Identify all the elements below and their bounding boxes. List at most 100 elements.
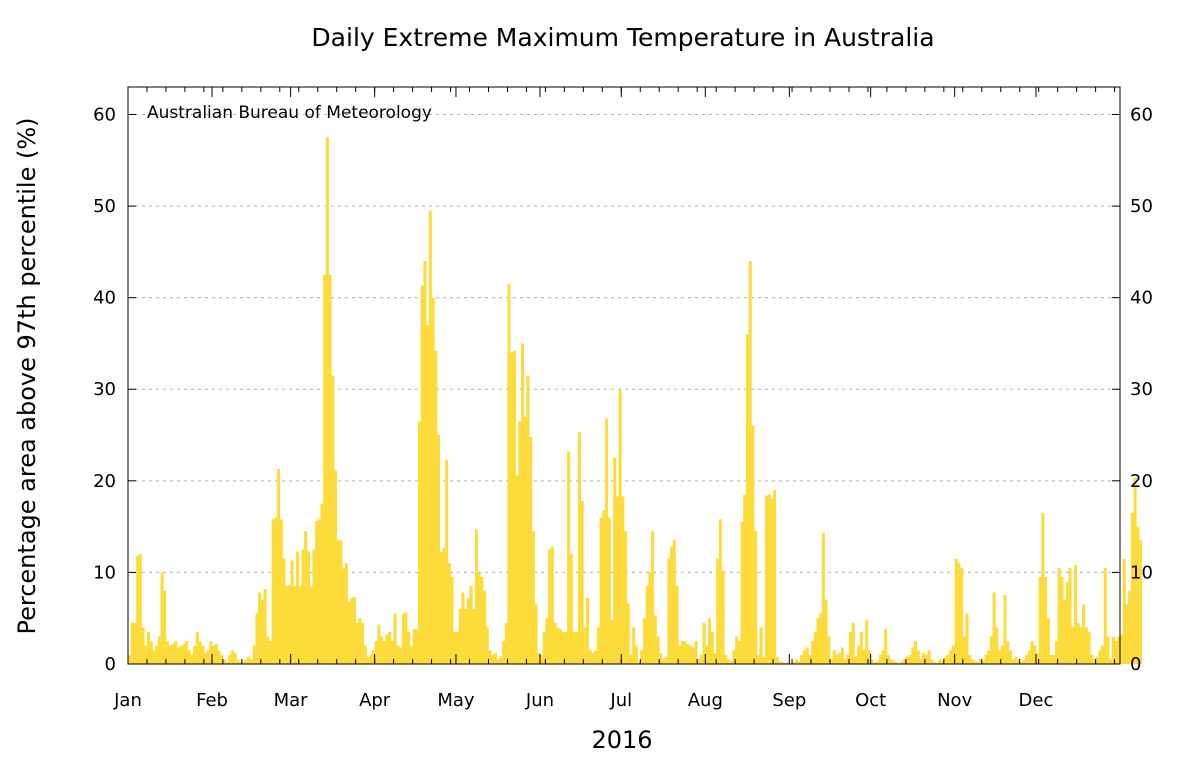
bar: [350, 598, 354, 664]
bar: [496, 659, 500, 664]
bar: [642, 618, 647, 664]
bar: [225, 662, 229, 664]
bar: [580, 500, 584, 664]
y-tick-label-right: 10: [1130, 562, 1153, 583]
bar: [624, 531, 628, 664]
bar: [941, 661, 945, 664]
bar: [800, 654, 804, 664]
bar: [610, 620, 614, 664]
bar: [886, 654, 890, 664]
bar: [130, 622, 134, 664]
bar: [290, 560, 294, 664]
bar: [626, 603, 630, 664]
bar: [976, 662, 980, 664]
bar: [523, 416, 527, 664]
x-tick-label: Jul: [609, 690, 632, 711]
bar: [542, 631, 546, 664]
bar: [344, 563, 348, 664]
bar: [735, 636, 739, 664]
bar: [282, 558, 286, 664]
bar: [594, 650, 598, 664]
bar: [434, 350, 438, 664]
bar: [1057, 567, 1061, 664]
bar: [431, 297, 435, 664]
bar: [174, 641, 178, 664]
bar: [572, 631, 576, 664]
bar: [385, 634, 389, 664]
bar: [450, 576, 454, 664]
bar: [480, 576, 484, 664]
bar: [358, 618, 362, 664]
bar: [404, 612, 408, 664]
bar: [439, 552, 443, 664]
bar: [1092, 659, 1096, 664]
bar: [840, 647, 844, 664]
bar: [1087, 631, 1091, 664]
bar: [317, 519, 321, 664]
bar: [835, 654, 839, 664]
bar: [843, 659, 847, 664]
bar: [423, 261, 427, 664]
bar: [653, 615, 657, 664]
bar: [271, 519, 275, 664]
bar: [534, 604, 538, 664]
bar: [773, 489, 777, 664]
bar: [396, 645, 400, 664]
bar: [553, 622, 557, 664]
bar: [1103, 567, 1107, 664]
bar: [304, 531, 308, 664]
bar: [743, 494, 747, 664]
y-tick-label-left: 30: [93, 379, 116, 400]
y-tick-label-left: 40: [93, 288, 116, 309]
bar: [1117, 636, 1121, 664]
bar: [808, 654, 812, 664]
bar: [230, 650, 235, 664]
bar: [263, 588, 267, 664]
bar: [222, 659, 226, 664]
bar: [829, 659, 834, 664]
bar: [778, 661, 782, 664]
bar: [588, 650, 592, 664]
y-tick-label-right: 40: [1130, 288, 1153, 309]
bar: [702, 622, 706, 664]
bar: [556, 627, 560, 664]
y-tick-label-left: 60: [93, 104, 116, 125]
bar: [485, 627, 489, 664]
bar: [998, 650, 1002, 664]
bar: [336, 540, 340, 664]
bar: [537, 653, 541, 664]
bar: [363, 645, 367, 664]
y-tick-label-right: 60: [1130, 104, 1153, 125]
bar: [697, 659, 701, 664]
bar: [892, 661, 896, 664]
bar: [1044, 576, 1048, 664]
bar: [1041, 512, 1045, 664]
bar: [331, 375, 335, 664]
bar: [767, 494, 771, 664]
bar: [651, 531, 655, 664]
bar: [740, 522, 744, 664]
y-axis-ticks: 0 0 10 10 20 20 30 30 40 40 50 50 60 60: [93, 104, 1153, 675]
bar: [133, 622, 137, 664]
bar: [805, 647, 809, 664]
bar: [239, 662, 243, 664]
bar: [870, 659, 874, 664]
bar: [428, 210, 432, 664]
bar: [680, 641, 684, 664]
bar: [380, 636, 384, 664]
bar: [165, 641, 170, 664]
bar: [260, 599, 264, 664]
bar: [399, 647, 403, 664]
bar: [699, 654, 703, 664]
bar: [539, 654, 544, 664]
x-tick-label: Dec: [1019, 690, 1054, 711]
bar: [550, 546, 554, 664]
bar: [1022, 659, 1026, 664]
bar: [908, 654, 912, 664]
bar: [464, 609, 468, 664]
bar: [420, 285, 424, 664]
bar: [911, 647, 915, 664]
bar: [526, 375, 530, 664]
bar: [315, 521, 319, 664]
bar: [388, 631, 392, 664]
